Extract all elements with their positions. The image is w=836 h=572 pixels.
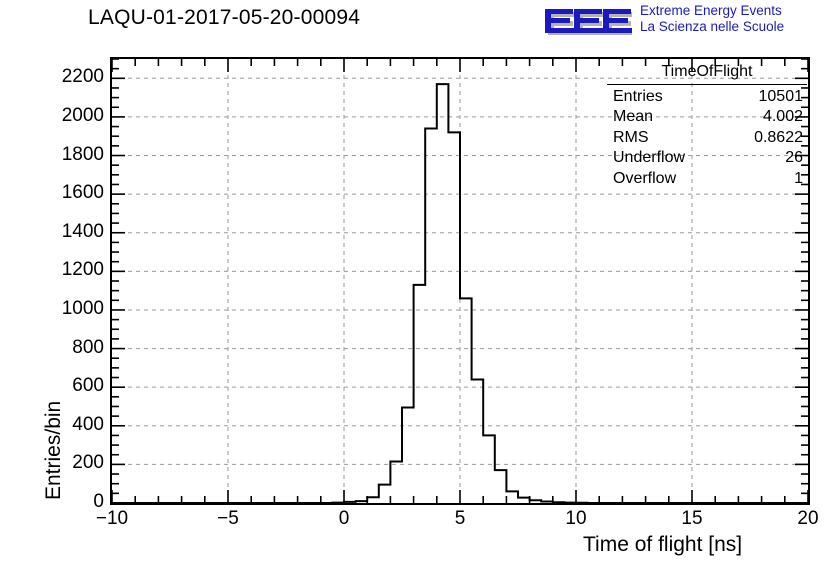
stats-row-value: 4.002 bbox=[762, 108, 803, 125]
x-tick-label: 10 bbox=[565, 508, 587, 529]
y-tick-label: 0 bbox=[93, 491, 104, 512]
eee-logo-line2: La Scienza nelle Scuole bbox=[640, 19, 785, 34]
y-tick-label: 600 bbox=[72, 375, 104, 397]
stats-row: Entries 10501 bbox=[607, 87, 807, 108]
eee-logo: Extreme Energy Events La Scienza nelle S… bbox=[540, 2, 836, 38]
y-axis-tick-labels: 0 200 400 600 800 1000 1200 1400 1600 1800 2000 220… bbox=[0, 0, 104, 572]
y-tick-label: 400 bbox=[72, 413, 104, 435]
x-tick-label: 20 bbox=[797, 508, 819, 529]
y-tick-label: 2000 bbox=[61, 104, 104, 126]
stats-row: Mean 4.002 bbox=[607, 107, 807, 128]
stats-row: Underflow 26 bbox=[607, 148, 807, 169]
stats-box[interactable]: TimeOfFlight Entries 10501 Mean 4.002 RMS 0.8… bbox=[607, 62, 807, 189]
histogram-outline bbox=[112, 83, 808, 503]
y-tick-label: 1800 bbox=[61, 143, 104, 165]
y-tick-label: 1200 bbox=[61, 259, 104, 281]
stats-row-key: Entries bbox=[613, 87, 663, 105]
stats-row-value: 26 bbox=[785, 149, 803, 166]
stats-row-key: Mean bbox=[613, 108, 654, 125]
stats-row-key: Underflow bbox=[613, 149, 686, 166]
x-tick-label: 15 bbox=[681, 508, 703, 529]
eee-logo-line1: Extreme Energy Events bbox=[640, 3, 782, 18]
x-tick-label: 5 bbox=[454, 508, 466, 529]
stats-row-value: 1 bbox=[794, 169, 803, 187]
y-tick-label: 800 bbox=[72, 336, 104, 358]
axis-ticks bbox=[112, 59, 808, 503]
stats-box-divider bbox=[607, 83, 807, 85]
x-axis-title: Time of flight [ns] bbox=[583, 533, 743, 556]
plot-frame bbox=[110, 57, 810, 505]
x-tick-label: 0 bbox=[338, 508, 350, 529]
y-tick-label: 200 bbox=[72, 452, 104, 474]
stats-row: Overflow 1 bbox=[607, 169, 807, 190]
chart-title: LAQU-01-2017-05-20-00094 bbox=[88, 6, 361, 29]
eee-logo-text: Extreme Energy Events La Scienza nelle S… bbox=[640, 3, 784, 35]
stats-row: RMS 0.8622 bbox=[607, 128, 807, 149]
stats-row-key: Overflow bbox=[613, 169, 677, 187]
histogram-plot bbox=[112, 59, 808, 503]
x-tick-label: −10 bbox=[95, 508, 129, 529]
y-tick-label: 1000 bbox=[61, 297, 104, 319]
y-tick-label: 1600 bbox=[61, 182, 104, 204]
x-tick-label: −5 bbox=[217, 508, 239, 529]
stats-box-title: TimeOfFlight bbox=[661, 63, 753, 80]
y-tick-label: 2200 bbox=[61, 66, 104, 88]
stats-row-value: 10501 bbox=[758, 87, 804, 105]
stats-box-rows: Entries 10501 Mean 4.002 RMS 0.8622 Underflow 2… bbox=[607, 87, 807, 190]
y-tick-label: 1400 bbox=[61, 220, 104, 242]
stats-row-key: RMS bbox=[613, 128, 649, 146]
eee-logo-mark-icon bbox=[545, 9, 632, 35]
stats-row-value: 0.8622 bbox=[754, 128, 803, 146]
